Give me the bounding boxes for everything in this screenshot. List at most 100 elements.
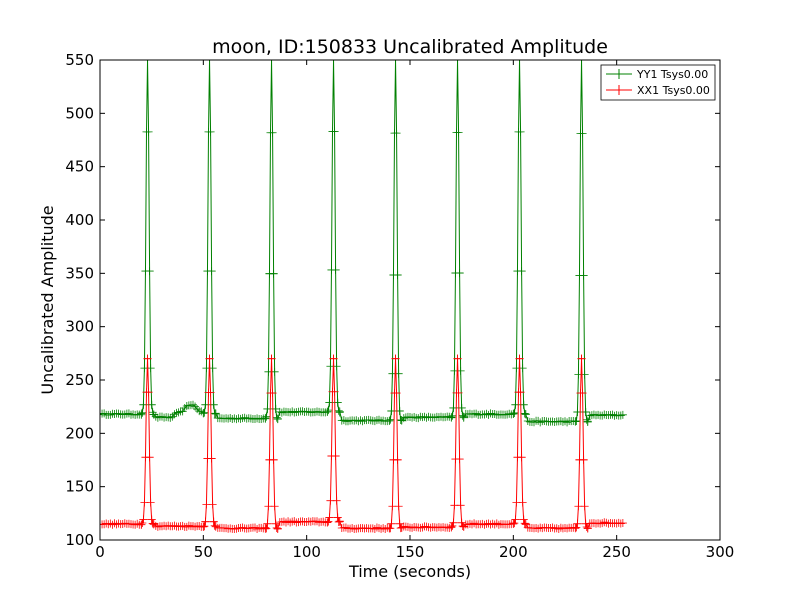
y-tick-label: 100 — [65, 531, 94, 549]
y-tick-label: 550 — [65, 51, 94, 69]
data-point-marker — [554, 524, 563, 533]
data-point-marker — [472, 409, 481, 418]
data-point-marker — [262, 524, 271, 533]
data-point-marker — [386, 415, 395, 424]
data-point-marker — [201, 517, 210, 526]
data-point-marker — [391, 354, 400, 363]
data-point-marker — [199, 409, 208, 418]
data-point-marker — [445, 523, 454, 532]
data-point-marker — [515, 354, 524, 363]
data-point-marker — [563, 418, 572, 427]
data-point-marker — [331, 265, 340, 274]
data-point-marker — [182, 522, 191, 531]
data-point-marker — [510, 519, 519, 528]
data-point-marker — [138, 408, 147, 417]
data-point-marker — [470, 519, 479, 528]
data-point-marker — [518, 498, 527, 507]
data-point-marker — [337, 416, 346, 425]
data-point-marker — [325, 513, 334, 522]
y-tick-label: 400 — [65, 211, 94, 229]
data-point-marker — [172, 408, 181, 417]
data-point-marker — [580, 502, 589, 511]
data-point-marker — [572, 417, 581, 426]
data-point-marker — [189, 400, 197, 409]
data-point-marker — [459, 522, 468, 531]
plot-area — [99, 59, 721, 541]
data-point-marker — [334, 406, 343, 415]
data-point-marker — [263, 519, 272, 528]
data-point-marker — [332, 496, 341, 505]
data-point-marker — [520, 409, 529, 418]
data-point-marker — [324, 517, 333, 526]
data-point-marker — [517, 453, 526, 462]
data-point-marker — [490, 410, 499, 419]
data-point-marker — [391, 60, 400, 64]
data-point-marker — [277, 408, 286, 417]
data-point-marker — [288, 517, 297, 526]
data-point-marker — [598, 519, 607, 528]
data-point-marker — [324, 406, 333, 415]
data-point-marker — [272, 523, 281, 532]
data-point-marker — [272, 413, 281, 422]
data-point-marker — [352, 524, 361, 533]
data-point-marker — [200, 522, 209, 531]
data-point-marker — [558, 417, 567, 426]
data-point-marker — [180, 403, 189, 412]
data-point-marker — [550, 418, 559, 427]
legend: YY1 Tsys0.00 XX1 Tsys0.00 — [600, 64, 716, 101]
data-point-marker — [448, 411, 457, 420]
data-point-marker — [507, 410, 516, 419]
data-point-marker — [267, 60, 276, 64]
data-point-marker — [510, 408, 519, 417]
x-axis: 0 50 100 150 200 250 300 — [95, 60, 734, 561]
data-point-marker — [232, 524, 241, 533]
x-tick-label: 150 — [396, 543, 425, 561]
data-point-marker — [573, 519, 582, 528]
data-point-marker — [292, 518, 301, 527]
y-tick-label: 250 — [65, 371, 94, 389]
data-point-marker — [455, 455, 464, 464]
data-point-marker — [144, 388, 153, 397]
data-point-marker — [536, 418, 545, 427]
data-point-marker — [104, 520, 113, 529]
data-point-marker — [208, 500, 217, 509]
data-point-marker — [153, 522, 162, 531]
data-point-marker — [454, 388, 463, 397]
data-point-marker — [424, 412, 433, 421]
data-point-marker — [582, 415, 591, 424]
data-point-marker — [145, 267, 154, 276]
x-tick-label: 300 — [706, 543, 735, 561]
data-point-marker — [271, 519, 280, 528]
data-point-marker — [273, 524, 282, 533]
data-point-marker — [455, 269, 464, 278]
data-point-marker — [520, 519, 529, 528]
data-point-marker — [211, 409, 220, 418]
data-point-marker — [386, 524, 395, 533]
data-point-marker — [517, 267, 526, 276]
data-point-marker — [133, 519, 142, 528]
data-point-marker — [484, 410, 493, 419]
data-point-marker — [468, 410, 476, 419]
legend-box — [600, 64, 716, 101]
data-point-marker — [519, 515, 528, 524]
data-point-marker — [608, 410, 617, 419]
data-point-marker — [583, 417, 592, 426]
data-point-marker — [206, 127, 215, 136]
data-point-marker — [147, 515, 156, 524]
data-point-marker — [199, 522, 208, 531]
data-point-marker — [439, 523, 448, 532]
data-point-marker — [572, 523, 581, 532]
data-point-marker — [238, 523, 247, 532]
data-point-marker — [193, 405, 202, 414]
x-tick-label: 50 — [194, 543, 213, 561]
data-point-marker — [486, 409, 495, 418]
data-point-marker — [288, 407, 297, 416]
data-point-marker — [579, 455, 588, 464]
data-point-marker — [269, 269, 278, 278]
y-tick-label: 300 — [65, 318, 94, 336]
data-point-marker — [100, 409, 109, 418]
data-point-marker — [277, 517, 286, 526]
data-point-marker — [200, 408, 209, 417]
data-point-marker — [253, 525, 262, 534]
data-point-marker — [583, 524, 592, 533]
